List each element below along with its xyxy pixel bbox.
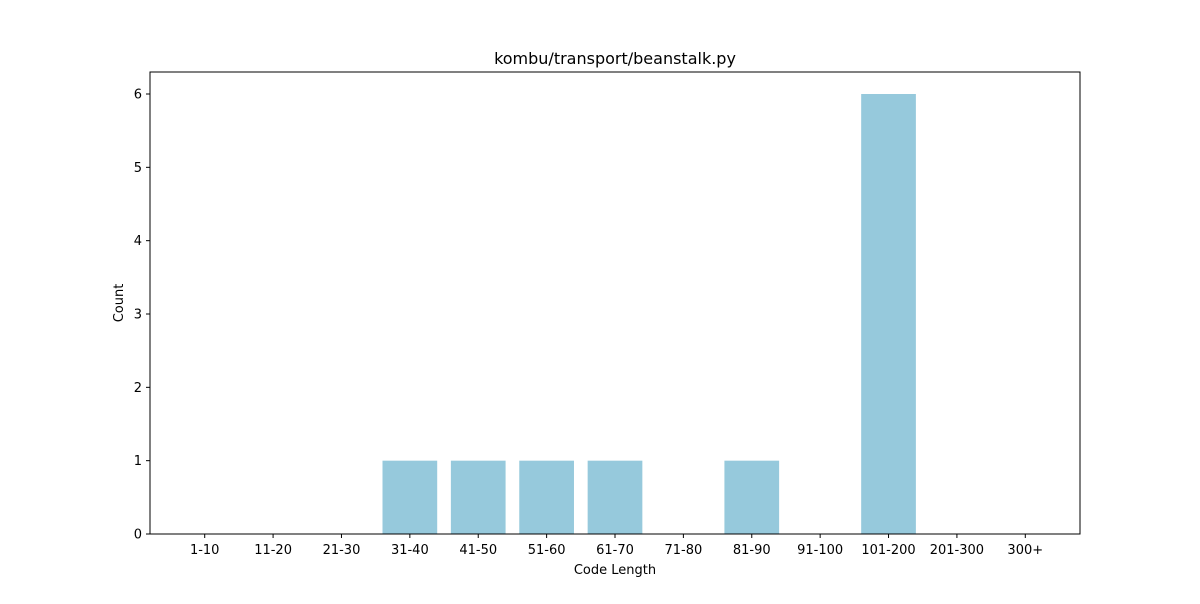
- bars-group: [383, 94, 916, 534]
- y-tick-label: 2: [134, 381, 142, 396]
- y-tick-label: 3: [134, 308, 142, 323]
- y-tick-label: 0: [134, 528, 142, 543]
- bar-31-40: [383, 461, 438, 534]
- bar-81-90: [724, 461, 779, 534]
- x-tick-label: 61-70: [596, 543, 634, 558]
- x-tick-label: 31-40: [391, 543, 429, 558]
- y-axis-label: Count: [112, 284, 127, 323]
- bar-41-50: [451, 461, 506, 534]
- y-tick-label: 4: [134, 234, 142, 249]
- y-axis-ticks: 0 1 2 3 4 5 6: [134, 88, 150, 543]
- y-tick-label: 6: [134, 88, 142, 103]
- chart-title: kombu/transport/beanstalk.py: [494, 49, 736, 68]
- x-tick-label: 300+: [1007, 543, 1043, 558]
- x-tick-label: 11-20: [254, 543, 292, 558]
- bar-51-60: [519, 461, 574, 534]
- bar-61-70: [588, 461, 643, 534]
- x-tick-label: 91-100: [797, 543, 843, 558]
- x-tick-label: 51-60: [528, 543, 566, 558]
- x-axis-ticks: 1-10 11-20 21-30 31-40 41-50 51-60 61-70 71-80 8…: [190, 534, 1043, 558]
- x-axis-label: Code Length: [574, 563, 656, 578]
- y-tick-label: 5: [134, 161, 142, 176]
- x-tick-label: 1-10: [190, 543, 220, 558]
- bar-101-200: [861, 94, 916, 534]
- x-tick-label: 71-80: [664, 543, 702, 558]
- x-tick-label: 201-300: [930, 543, 984, 558]
- x-tick-label: 41-50: [459, 543, 497, 558]
- x-tick-label: 81-90: [733, 543, 771, 558]
- x-tick-label: 101-200: [861, 543, 915, 558]
- y-tick-label: 1: [134, 454, 142, 469]
- x-tick-label: 21-30: [323, 543, 361, 558]
